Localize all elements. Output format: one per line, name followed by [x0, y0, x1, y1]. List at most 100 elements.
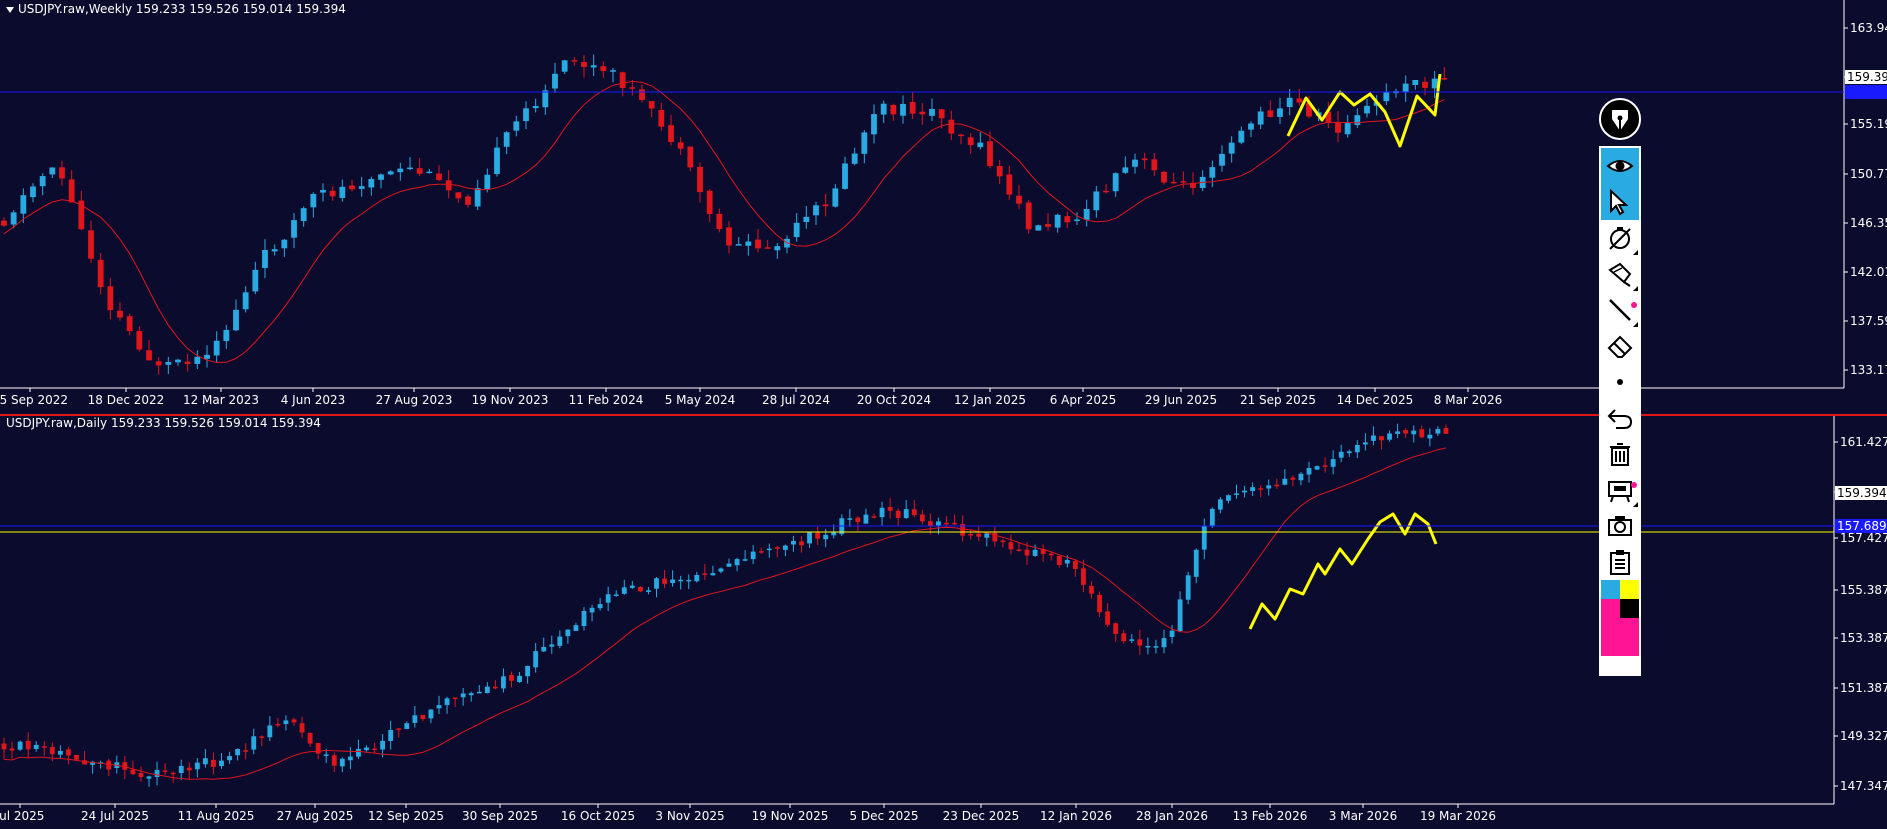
price-axis-label: 142.01: [1850, 265, 1887, 279]
candle-body: [766, 548, 772, 551]
clipboard-tool-button[interactable]: [1601, 544, 1639, 580]
candle-body: [1431, 78, 1438, 89]
selected-color-swatch[interactable]: [1601, 618, 1639, 656]
candle-body: [484, 174, 491, 190]
candle-body: [1093, 191, 1100, 211]
color-swatch-cyan[interactable]: [1601, 580, 1620, 599]
candle-body: [428, 709, 434, 719]
candle-body: [1103, 190, 1109, 193]
color-swatch-pink[interactable]: [1601, 599, 1620, 618]
hide-drawings-tool-button[interactable]: [1601, 220, 1639, 256]
candle-body: [996, 165, 1003, 177]
candle-body: [468, 693, 474, 696]
candle-body: [1161, 638, 1167, 648]
candle-body: [742, 559, 748, 561]
candle-body: [648, 101, 655, 109]
price-axis-label: 146.35: [1850, 216, 1887, 230]
candle-body: [17, 741, 23, 750]
candle-body: [1228, 142, 1235, 154]
candle-body: [138, 773, 144, 778]
dot-tool-button[interactable]: [1601, 364, 1639, 400]
candle-body: [1338, 451, 1344, 458]
candle-body: [678, 579, 684, 582]
candle-body: [823, 534, 829, 540]
price-axis-label: 149.327: [1840, 729, 1887, 743]
drawing-toolbar: [1599, 146, 1641, 676]
eraser-tool-button[interactable]: [1601, 328, 1639, 364]
date-axis-label: 19 Mar 2026: [1420, 809, 1496, 823]
line-tool-button[interactable]: [1601, 292, 1639, 328]
candle-body: [235, 748, 241, 756]
candle-body: [1383, 92, 1390, 102]
eraser-icon: [1607, 335, 1633, 358]
candle-body: [1250, 487, 1256, 492]
trash-tool-button[interactable]: [1601, 436, 1639, 472]
candle-body: [452, 697, 458, 700]
candle-body: [871, 114, 877, 135]
candle-body: [984, 533, 990, 538]
candle-body: [436, 173, 442, 180]
candle-body: [162, 770, 168, 772]
cursor-tool-button[interactable]: [1601, 184, 1639, 220]
candle-body: [803, 216, 810, 223]
date-axis-label: 20 Oct 2024: [857, 393, 931, 407]
candle-body: [1362, 442, 1368, 445]
candle-body: [106, 760, 112, 770]
candle-body: [561, 60, 568, 72]
candle-body: [251, 736, 257, 750]
daily-chart[interactable]: 161.427 159.394 157.427 155.387 153.387 151.3…: [0, 414, 1887, 829]
pen-tool-button[interactable]: [1601, 256, 1639, 292]
candle-body: [1427, 434, 1433, 439]
candle-body: [958, 134, 964, 137]
price-tag-box: [1845, 85, 1887, 99]
candle-body: [155, 361, 162, 366]
collapse-triangle-icon[interactable]: [6, 6, 14, 13]
undo-tool-button[interactable]: [1601, 400, 1639, 436]
candle-body: [1217, 499, 1223, 510]
candle-body: [1129, 639, 1135, 641]
candle-body: [455, 192, 462, 199]
candle-body: [310, 193, 317, 208]
price-axis-label: 150.77: [1850, 167, 1887, 181]
candle-body: [1024, 549, 1030, 556]
candle-body: [1141, 158, 1148, 161]
date-axis-label: 11 Feb 2024: [569, 393, 644, 407]
weekly-chart-pane[interactable]: 163.94 159.39 155.19 150.77 146.35 142.01 137.…: [0, 0, 1887, 410]
candle-body: [977, 142, 984, 148]
trash-icon: [1610, 443, 1630, 466]
candle-body: [726, 563, 732, 567]
candle-body: [1290, 477, 1296, 480]
candle-body: [1286, 97, 1293, 108]
candle-body: [929, 108, 935, 116]
candle-body: [307, 732, 313, 744]
candle-body: [204, 354, 210, 359]
candle-body: [541, 646, 547, 652]
submenu-corner-icon: [1633, 502, 1638, 507]
candle-body: [549, 644, 555, 647]
eye-tool-button[interactable]: [1601, 148, 1639, 184]
candle-body: [832, 188, 839, 207]
weekly-chart[interactable]: 163.94 159.39 155.19 150.77 146.35 142.01 137.…: [0, 0, 1887, 410]
board-tool-button[interactable]: [1601, 472, 1639, 508]
candle-body: [1403, 430, 1409, 434]
date-axis-label: 25 Sep 2022: [0, 393, 68, 407]
candle-body: [533, 651, 539, 668]
candle-body: [571, 60, 578, 62]
candle-body: [1105, 611, 1111, 625]
camera-tool-button[interactable]: [1601, 508, 1639, 544]
candle-body: [807, 532, 812, 544]
color-swatch-yellow[interactable]: [1620, 580, 1639, 599]
line-icon: [1609, 299, 1631, 321]
candle-body: [501, 676, 506, 689]
price-axis-label: 137.59: [1850, 314, 1887, 328]
candle-body: [1113, 623, 1119, 634]
candle-body: [146, 776, 152, 779]
candle-body: [259, 736, 265, 738]
moving-average-line: [3, 447, 1447, 780]
candle-body: [503, 132, 510, 147]
pen-nib-logo-icon[interactable]: [1599, 98, 1641, 140]
candle-body: [1441, 78, 1448, 80]
candle-body: [871, 516, 877, 518]
daily-chart-pane[interactable]: 161.427 159.394 157.427 155.387 153.387 151.3…: [0, 414, 1887, 829]
color-swatch-black[interactable]: [1620, 599, 1639, 618]
